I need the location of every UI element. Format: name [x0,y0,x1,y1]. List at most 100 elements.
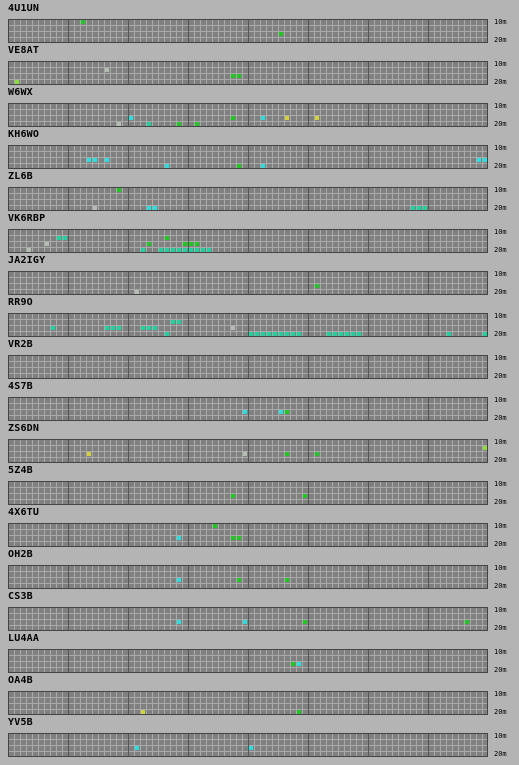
station-callsign: 4X6TU [8,507,40,518]
signal-grid [8,187,488,211]
signal-mark [195,248,199,252]
signal-mark [213,524,217,528]
station-row: VR2B 10m 20m [0,339,519,381]
station-callsign: RR9O [8,297,33,308]
station-callsign: ZS6DN [8,423,40,434]
signal-mark [285,452,289,456]
signal-mark [201,248,205,252]
band-label-10m: 10m [494,144,507,152]
station-row: VK6RBP 10m 20m [0,213,519,255]
band-label-20m: 20m [494,372,507,380]
band-label-10m: 10m [494,102,507,110]
signal-mark [195,122,199,126]
station-callsign: VE8AT [8,45,40,56]
station-callsign: KH6WO [8,129,40,140]
station-callsign: VR2B [8,339,33,350]
signal-mark [105,158,109,162]
signal-mark [177,320,181,324]
signal-grid [8,691,488,715]
signal-mark [285,578,289,582]
band-label-20m: 20m [494,624,507,632]
signal-mark [147,122,151,126]
signal-grid [8,565,488,589]
signal-mark [159,248,163,252]
station-row: JA2IGY 10m 20m [0,255,519,297]
signal-mark [279,332,283,336]
band-label-20m: 20m [494,708,507,716]
station-callsign: LU4AA [8,633,40,644]
signal-mark [231,536,235,540]
signal-mark [303,620,307,624]
signal-mark [261,164,265,168]
signal-mark [333,332,337,336]
signal-mark [171,248,175,252]
signal-mark [105,68,109,72]
signal-mark [177,578,181,582]
signal-grid [8,145,488,169]
band-label-20m: 20m [494,414,507,422]
signal-mark [45,242,49,246]
signal-mark [303,494,307,498]
signal-mark [135,290,139,294]
signal-mark [153,326,157,330]
signal-grid [8,439,488,463]
signal-mark [423,206,427,210]
signal-mark [57,236,61,240]
signal-mark [117,122,121,126]
signal-mark [165,164,169,168]
band-label-20m: 20m [494,330,507,338]
signal-mark [339,332,343,336]
band-label-20m: 20m [494,666,507,674]
station-callsign: OA4B [8,675,33,686]
signal-mark [279,32,283,36]
station-callsign: OH2B [8,549,33,560]
station-row: OH2B 10m 20m [0,549,519,591]
signal-mark [261,332,265,336]
signal-mark [291,332,295,336]
signal-mark [261,116,265,120]
signal-mark [267,332,271,336]
band-label-10m: 10m [494,312,507,320]
signal-mark [129,116,133,120]
signal-mark [165,248,169,252]
signal-grid [8,229,488,253]
band-label-20m: 20m [494,582,507,590]
station-callsign: ZL6B [8,171,33,182]
signal-mark [93,206,97,210]
band-label-10m: 10m [494,522,507,530]
station-row: ZS6DN 10m 20m [0,423,519,465]
signal-mark [147,242,151,246]
signal-grid [8,649,488,673]
band-label-10m: 10m [494,438,507,446]
station-callsign: W6WX [8,87,33,98]
station-row: 4X6TU 10m 20m [0,507,519,549]
station-row: YV5B 10m 20m [0,717,519,759]
signal-grid [8,481,488,505]
signal-mark [147,206,151,210]
band-label-20m: 20m [494,162,507,170]
signal-mark [117,188,121,192]
band-label-10m: 10m [494,396,507,404]
band-label-10m: 10m [494,354,507,362]
band-label-20m: 20m [494,456,507,464]
signal-grid [8,103,488,127]
signal-mark [81,20,85,24]
signal-mark [27,248,31,252]
signal-mark [285,410,289,414]
station-callsign: 4U1UN [8,3,40,14]
station-row: 4U1UN 10m 20m [0,3,519,45]
signal-grid [8,607,488,631]
station-callsign: VK6RBP [8,213,46,224]
signal-mark [93,158,97,162]
band-label-20m: 20m [494,36,507,44]
signal-mark [285,332,289,336]
station-row: W6WX 10m 20m [0,87,519,129]
signal-mark [117,326,121,330]
band-label-20m: 20m [494,288,507,296]
signal-mark [477,158,481,162]
signal-mark [345,332,349,336]
station-row: KH6WO 10m 20m [0,129,519,171]
band-label-20m: 20m [494,750,507,758]
band-label-20m: 20m [494,120,507,128]
signal-mark [183,248,187,252]
